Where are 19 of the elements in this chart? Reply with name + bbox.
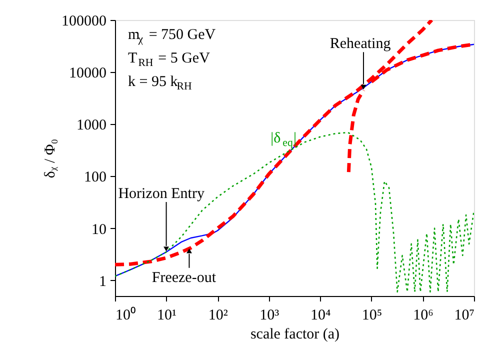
x-tick-label: 10² bbox=[208, 308, 228, 324]
x-tick-label: 10⁰ bbox=[116, 306, 136, 324]
annotation: Freeze-out bbox=[152, 270, 217, 286]
y-tick-label: 100 bbox=[84, 170, 106, 186]
annotation: Horizon Entry bbox=[118, 186, 205, 202]
x-tick-label: 10⁷ bbox=[454, 308, 474, 324]
y-tick-label: 100000 bbox=[62, 14, 106, 30]
x-tick-label: 10⁵ bbox=[362, 308, 382, 324]
y-tick-label: 10 bbox=[92, 222, 106, 238]
x-axis-title: scale factor (a) bbox=[250, 326, 340, 342]
x-tick-label: 10⁶ bbox=[413, 308, 434, 324]
x-tick-label: 10¹ bbox=[157, 308, 177, 324]
y-axis-title: δᵪ / Φ₀ bbox=[42, 138, 58, 178]
x-tick-label: 10⁴ bbox=[310, 308, 331, 324]
x-tick-label: 10³ bbox=[260, 308, 280, 324]
y-tick-label: 10000 bbox=[69, 66, 106, 82]
annotation: Reheating bbox=[330, 36, 392, 52]
y-tick-label: 1000 bbox=[76, 118, 106, 134]
y-tick-label: 1 bbox=[99, 274, 106, 290]
